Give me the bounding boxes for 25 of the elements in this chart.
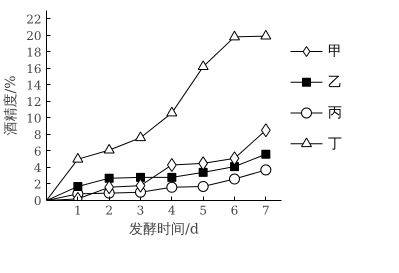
- y-tick-label: 4: [34, 160, 42, 175]
- y-axis-title: 酒精度/%: [3, 75, 20, 136]
- y-tick-label: 12: [26, 94, 42, 109]
- y-tick-label: 22: [26, 12, 42, 26]
- y-tick-label: 6: [34, 144, 42, 158]
- x-tick-label: 5: [199, 204, 207, 218]
- x-tick-label: 2: [105, 204, 113, 218]
- y-tick-label: 20: [26, 28, 42, 43]
- y-tick-label: 0: [34, 194, 42, 208]
- x-tick-label: 6: [230, 204, 238, 218]
- y-tick-label: 14: [26, 78, 42, 92]
- y-tick-label: 10: [26, 111, 42, 126]
- y-tick-label: 16: [26, 62, 42, 76]
- y-tick-label: 2: [34, 177, 42, 192]
- legend-label: 甲: [328, 44, 342, 60]
- y-tick-label: 8: [34, 128, 42, 142]
- legend-label: 丙: [328, 105, 342, 121]
- legend-label: 乙: [328, 74, 342, 90]
- y-tick-label: 18: [26, 45, 42, 60]
- x-tick-label: 3: [136, 204, 144, 218]
- x-tick-label: 1: [74, 204, 82, 218]
- x-tick-label: 4: [168, 204, 176, 218]
- x-axis-title: 发酵时间/d: [129, 222, 199, 238]
- legend-label: 丁: [328, 136, 342, 152]
- x-tick-label: 7: [262, 204, 270, 218]
